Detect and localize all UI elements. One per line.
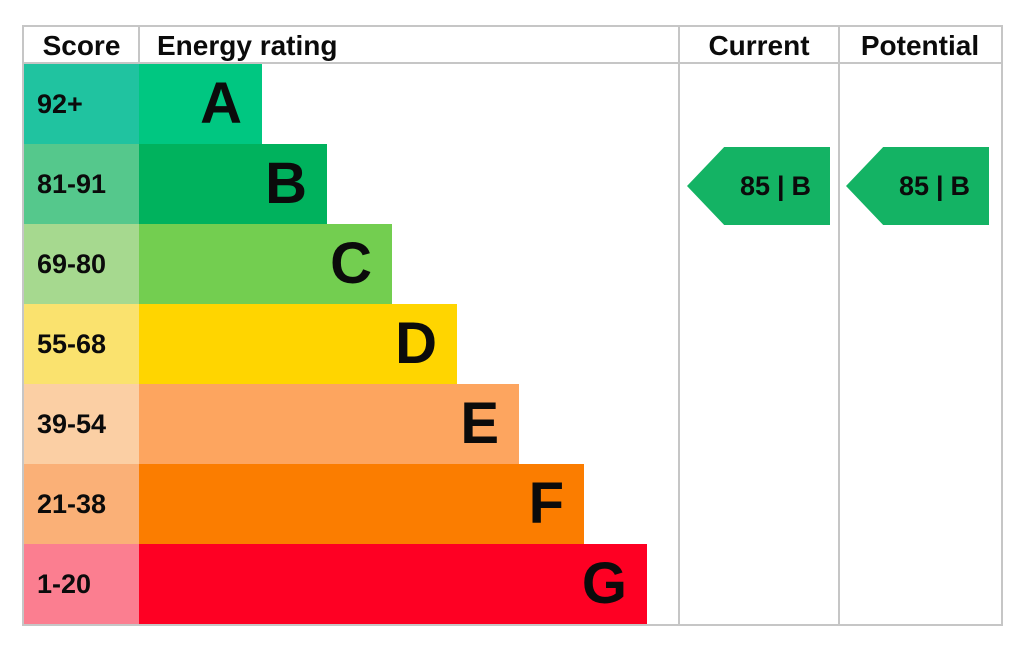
- band-row-e: 39-54 E: [24, 384, 1001, 464]
- current-separator: |: [776, 170, 785, 201]
- potential-separator: |: [935, 170, 944, 201]
- score-range-e: 39-54: [24, 384, 139, 464]
- band-row-b: 81-91 B: [24, 144, 1001, 224]
- band-row-f: 21-38 F: [24, 464, 1001, 544]
- band-letter-b: B: [265, 151, 307, 216]
- potential-band: B: [950, 170, 971, 201]
- epc-table: Score Energy rating Current Potential 92…: [22, 25, 1003, 626]
- band-bar-b: B: [139, 144, 327, 224]
- band-bar-f: F: [139, 464, 584, 544]
- divider-potential-column: [838, 27, 840, 624]
- band-row-a: 92+ A: [24, 64, 1001, 144]
- band-row-d: 55-68 D: [24, 304, 1001, 384]
- band-letter-d: D: [395, 311, 437, 376]
- score-range-d: 55-68: [24, 304, 139, 384]
- score-range-c: 69-80: [24, 224, 139, 304]
- band-letter-f: F: [528, 471, 564, 536]
- band-bar-a: A: [139, 64, 262, 144]
- score-range-g: 1-20: [24, 544, 139, 624]
- header-current: Current: [708, 30, 810, 61]
- table-header: Score Energy rating Current Potential: [24, 27, 1001, 64]
- header-energy-rating: Energy rating: [157, 30, 338, 61]
- potential-score: 85: [898, 170, 929, 201]
- band-letter-e: E: [460, 391, 499, 456]
- score-range-a: 92+: [24, 64, 139, 144]
- band-bar-e: E: [139, 384, 519, 464]
- header-score: Score: [42, 30, 121, 61]
- divider-score-rating: [138, 27, 140, 62]
- band-bar-g: G: [139, 544, 647, 624]
- score-range-b: 81-91: [24, 144, 139, 224]
- band-bar-d: D: [139, 304, 457, 384]
- current-score: 85: [739, 170, 770, 201]
- band-rows: 92+ A 81-91 B 69-80 C 55-68 D 39-54 E 21-38 F 1-20 G: [24, 64, 1001, 624]
- band-letter-a: A: [200, 71, 242, 136]
- score-range-f: 21-38: [24, 464, 139, 544]
- band-letter-g: G: [581, 551, 627, 616]
- current-band: B: [791, 170, 812, 201]
- header-potential: Potential: [860, 30, 980, 61]
- band-row-g: 1-20 G: [24, 544, 1001, 624]
- band-letter-c: C: [330, 231, 372, 296]
- band-row-c: 69-80 C: [24, 224, 1001, 304]
- band-bar-c: C: [139, 224, 392, 304]
- divider-current-column: [678, 27, 680, 624]
